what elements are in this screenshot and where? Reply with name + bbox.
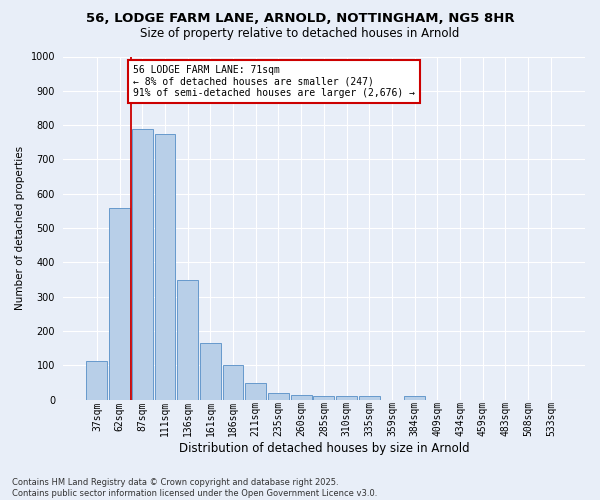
- Bar: [155, 134, 175, 400]
- Bar: [291, 394, 311, 400]
- Bar: [200, 343, 221, 400]
- Text: Contains HM Land Registry data © Crown copyright and database right 2025.
Contai: Contains HM Land Registry data © Crown c…: [12, 478, 377, 498]
- Bar: [177, 280, 198, 400]
- Bar: [268, 393, 289, 400]
- Bar: [336, 396, 357, 400]
- Bar: [404, 396, 425, 400]
- Bar: [245, 382, 266, 400]
- Text: 56 LODGE FARM LANE: 71sqm
← 8% of detached houses are smaller (247)
91% of semi-: 56 LODGE FARM LANE: 71sqm ← 8% of detach…: [133, 65, 415, 98]
- Bar: [313, 396, 334, 400]
- Bar: [132, 128, 153, 400]
- Bar: [109, 208, 130, 400]
- Text: 56, LODGE FARM LANE, ARNOLD, NOTTINGHAM, NG5 8HR: 56, LODGE FARM LANE, ARNOLD, NOTTINGHAM,…: [86, 12, 514, 26]
- Bar: [223, 366, 244, 400]
- X-axis label: Distribution of detached houses by size in Arnold: Distribution of detached houses by size …: [179, 442, 469, 455]
- Y-axis label: Number of detached properties: Number of detached properties: [15, 146, 25, 310]
- Text: Size of property relative to detached houses in Arnold: Size of property relative to detached ho…: [140, 28, 460, 40]
- Bar: [86, 362, 107, 400]
- Bar: [359, 396, 380, 400]
